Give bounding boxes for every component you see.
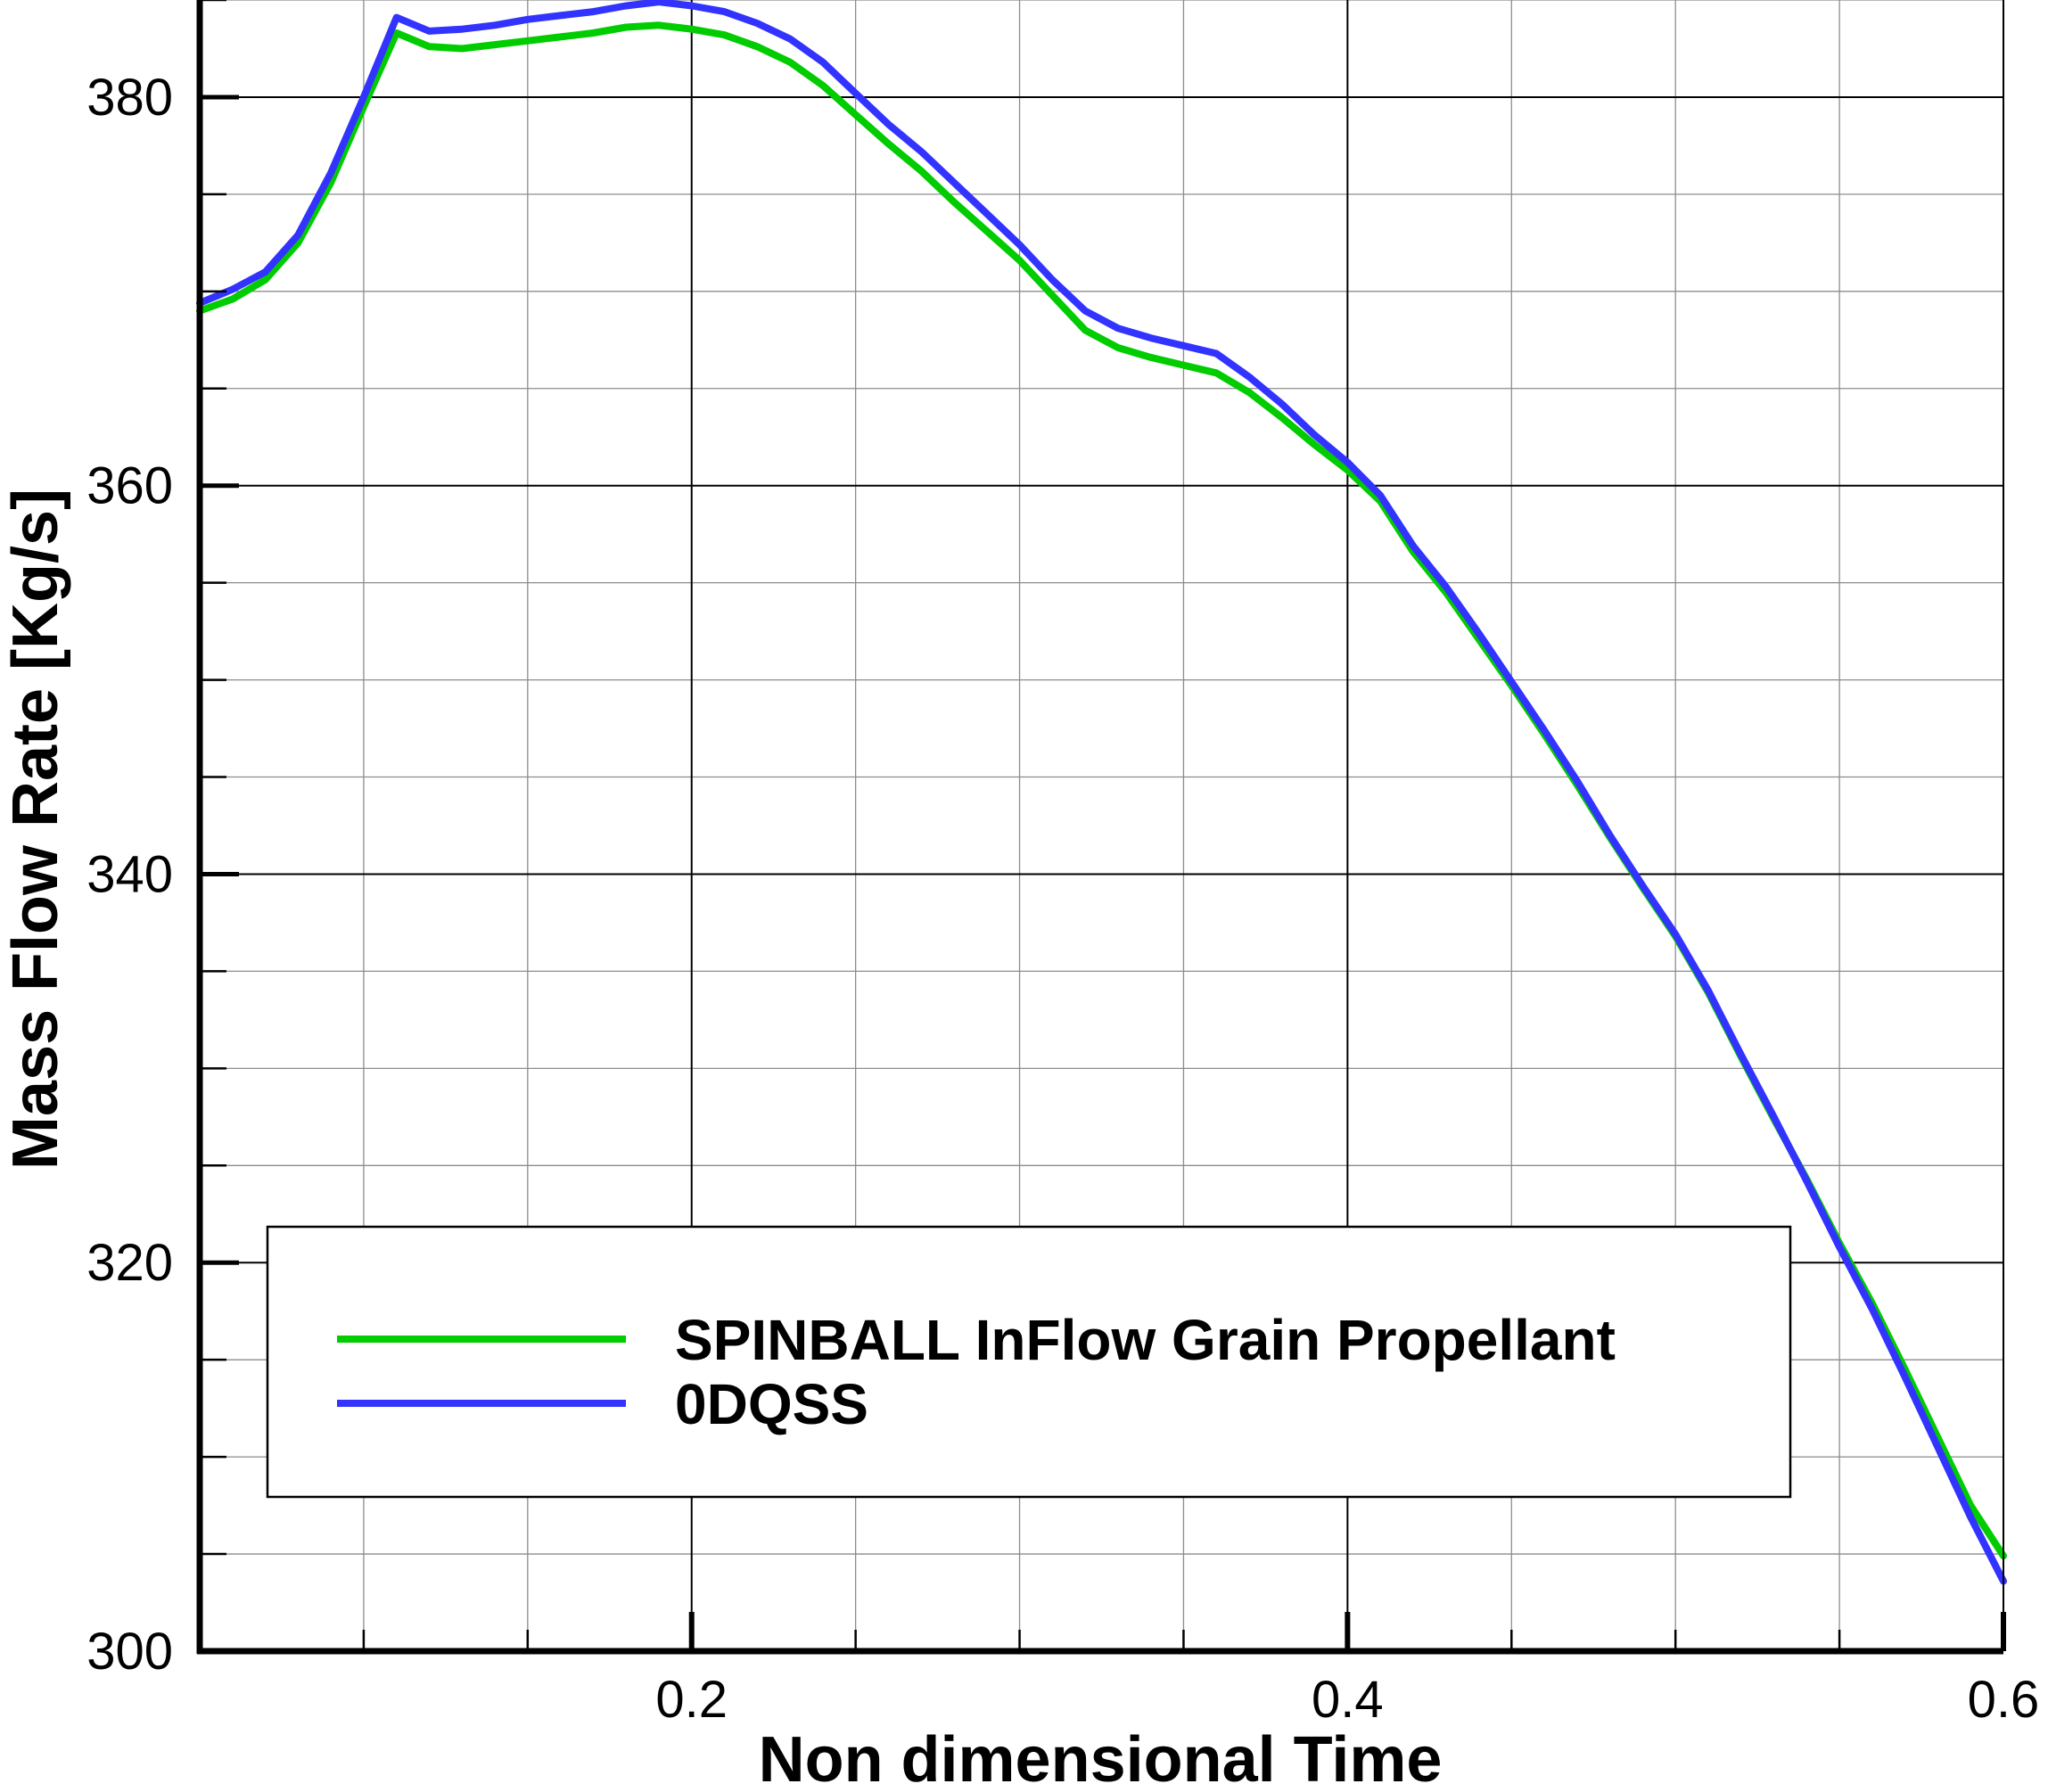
tick-labels: 0.2 0.4 0.6 300 320 340 360 380: [86, 69, 2039, 1729]
x-tick-label: 0.2: [655, 1671, 728, 1729]
x-tick-label: 0.6: [1968, 1671, 2040, 1729]
y-tick-label: 300: [86, 1623, 173, 1681]
y-tick-label: 340: [86, 845, 173, 903]
y-tick-label: 320: [86, 1234, 173, 1292]
x-tick-label: 0.4: [1312, 1671, 1384, 1729]
legend-label-spinball: SPINBALL InFlow Grain Propellant: [675, 1308, 1616, 1372]
legend: SPINBALL InFlow Grain Propellant 0DQSS: [266, 1225, 1792, 1499]
axes: [196, 0, 2004, 1655]
y-tick-label: 360: [86, 457, 173, 515]
legend-box: [266, 1225, 1792, 1499]
x-axis-title: Non dimensional Time: [759, 1724, 1443, 1792]
series-lines: [196, 0, 2007, 1585]
legend-label-0dqss: 0DQSS: [675, 1372, 868, 1436]
y-tick-label: 380: [86, 69, 173, 127]
y-axis-title: Mass Flow Rate [Kg/s]: [0, 489, 71, 1170]
series-line-1: [196, 0, 2007, 1585]
tick-marks: [200, 0, 2006, 1651]
